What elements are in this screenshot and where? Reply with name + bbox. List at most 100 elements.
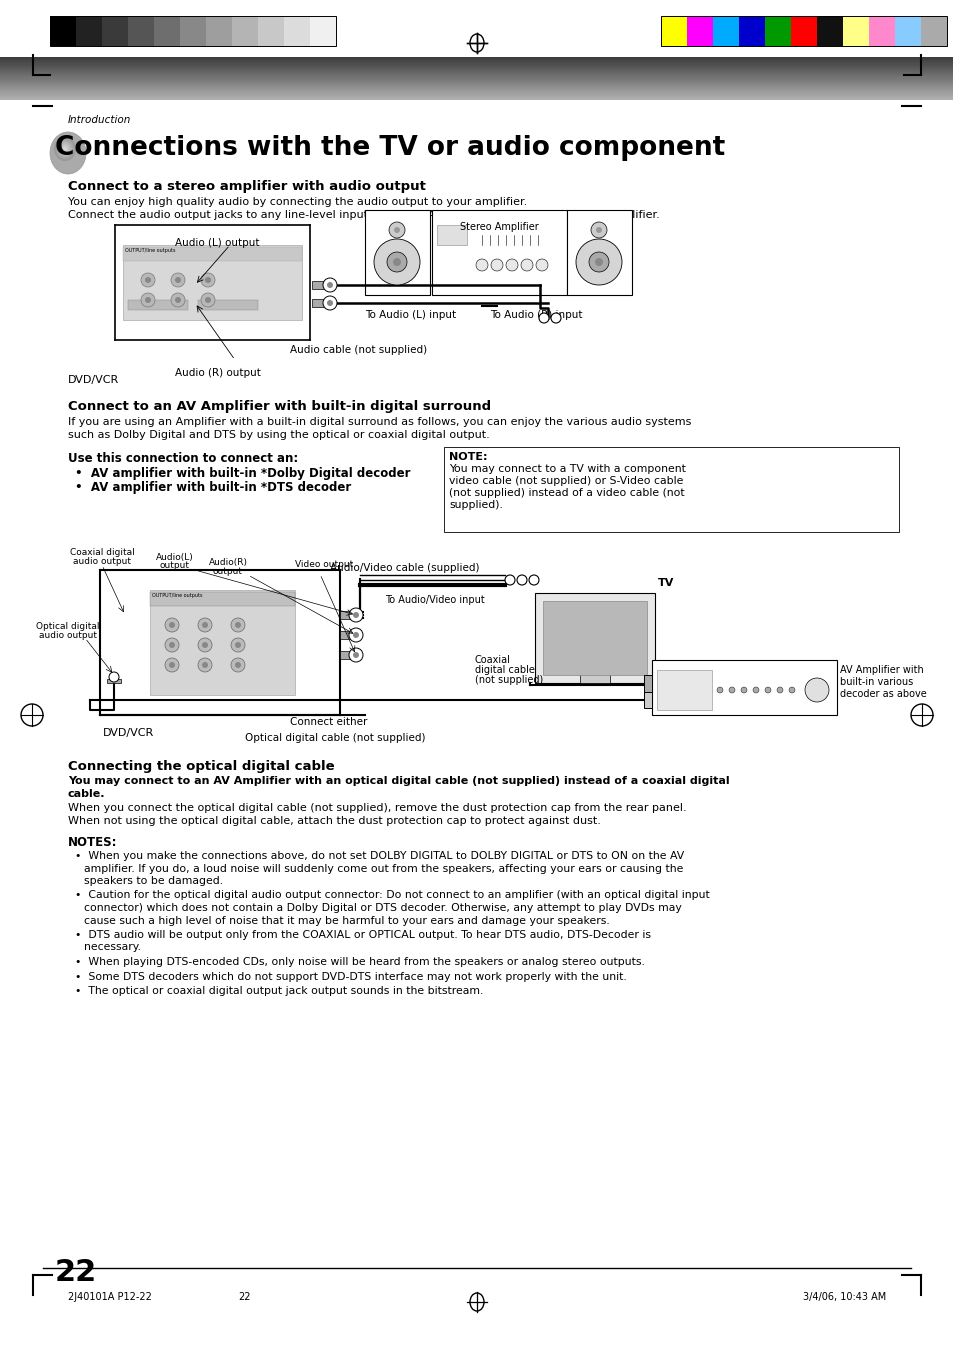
Ellipse shape bbox=[60, 145, 70, 154]
Circle shape bbox=[202, 642, 208, 648]
Circle shape bbox=[596, 227, 601, 232]
Bar bbox=[198, 300, 257, 309]
Circle shape bbox=[717, 688, 722, 693]
Text: •  The optical or coaxial digital output jack output sounds in the bitstream.: • The optical or coaxial digital output … bbox=[75, 986, 483, 996]
Bar bbox=[284, 16, 310, 46]
Circle shape bbox=[205, 297, 211, 303]
Bar bbox=[339, 631, 350, 639]
Circle shape bbox=[174, 297, 181, 303]
Circle shape bbox=[201, 273, 214, 286]
Bar bbox=[150, 590, 294, 694]
Text: OUTPUT/line outputs: OUTPUT/line outputs bbox=[125, 249, 175, 253]
Text: Stereo Amplifier: Stereo Amplifier bbox=[459, 222, 537, 232]
Circle shape bbox=[323, 296, 336, 309]
Text: To Audio/Video input: To Audio/Video input bbox=[385, 594, 484, 605]
Bar bbox=[310, 16, 335, 46]
Text: •  AV amplifier with built-in *DTS decoder: • AV amplifier with built-in *DTS decode… bbox=[75, 481, 351, 494]
Circle shape bbox=[174, 277, 181, 282]
Bar bbox=[50, 16, 335, 46]
Ellipse shape bbox=[62, 146, 68, 153]
Bar bbox=[739, 16, 764, 46]
Bar bbox=[868, 16, 894, 46]
Circle shape bbox=[353, 653, 358, 658]
Ellipse shape bbox=[59, 142, 71, 155]
Text: audio output: audio output bbox=[73, 557, 131, 566]
Ellipse shape bbox=[54, 136, 75, 161]
Bar bbox=[660, 16, 686, 46]
Bar bbox=[339, 611, 350, 619]
Circle shape bbox=[198, 638, 212, 653]
Circle shape bbox=[517, 576, 526, 585]
Text: Coaxial: Coaxial bbox=[475, 655, 511, 665]
Bar bbox=[643, 692, 651, 708]
Circle shape bbox=[202, 662, 208, 667]
Ellipse shape bbox=[50, 132, 86, 174]
Circle shape bbox=[201, 293, 214, 307]
Ellipse shape bbox=[58, 141, 72, 157]
Circle shape bbox=[551, 313, 560, 323]
Circle shape bbox=[504, 576, 515, 585]
Circle shape bbox=[740, 688, 746, 693]
Circle shape bbox=[393, 258, 400, 266]
Circle shape bbox=[141, 273, 154, 286]
Text: NOTE:: NOTE: bbox=[449, 453, 487, 462]
Bar bbox=[102, 16, 128, 46]
Text: Audio (L) output: Audio (L) output bbox=[174, 238, 259, 249]
Text: amplifier. If you do, a loud noise will suddenly come out from the speakers, aff: amplifier. If you do, a loud noise will … bbox=[84, 863, 682, 874]
Ellipse shape bbox=[55, 138, 75, 159]
Text: Audio (R) output: Audio (R) output bbox=[174, 367, 260, 378]
Circle shape bbox=[169, 621, 174, 628]
Text: Connections with the TV or audio component: Connections with the TV or audio compone… bbox=[55, 135, 724, 161]
Text: built-in various: built-in various bbox=[840, 677, 912, 688]
Text: TV: TV bbox=[658, 578, 674, 588]
Circle shape bbox=[165, 617, 179, 632]
Text: DVD/VCR: DVD/VCR bbox=[68, 376, 119, 385]
Text: Optical digital: Optical digital bbox=[36, 621, 100, 631]
Text: necessary.: necessary. bbox=[84, 943, 141, 952]
Text: •  When you make the connections above, do not set DOLBY DIGITAL to DOLBY DIGITA: • When you make the connections above, d… bbox=[75, 851, 683, 861]
Circle shape bbox=[323, 278, 336, 292]
Circle shape bbox=[374, 239, 419, 285]
Text: To Audio (R) input: To Audio (R) input bbox=[490, 309, 582, 320]
Circle shape bbox=[109, 671, 119, 682]
Ellipse shape bbox=[61, 145, 69, 153]
Text: Connect the audio output jacks to any line-level inputs (such as AUX, DVD, CD, e: Connect the audio output jacks to any li… bbox=[68, 209, 659, 220]
Text: cable.: cable. bbox=[68, 789, 106, 798]
Text: digital cable: digital cable bbox=[475, 665, 535, 676]
Text: 22: 22 bbox=[238, 1292, 251, 1302]
Circle shape bbox=[198, 658, 212, 671]
Circle shape bbox=[234, 662, 241, 667]
Text: speakers to be damaged.: speakers to be damaged. bbox=[84, 875, 223, 886]
Text: When not using the optical digital cable, attach the dust protection cap to prot: When not using the optical digital cable… bbox=[68, 816, 600, 825]
Circle shape bbox=[171, 293, 185, 307]
Text: NOTES:: NOTES: bbox=[68, 836, 117, 848]
Bar bbox=[436, 226, 467, 245]
Bar bbox=[686, 16, 712, 46]
Circle shape bbox=[349, 608, 363, 621]
Bar bbox=[432, 209, 566, 295]
Circle shape bbox=[231, 617, 245, 632]
Bar bbox=[232, 16, 257, 46]
Circle shape bbox=[141, 293, 154, 307]
Text: •  AV amplifier with built-in *Dolby Digital decoder: • AV amplifier with built-in *Dolby Digi… bbox=[75, 467, 410, 480]
Circle shape bbox=[169, 642, 174, 648]
Bar bbox=[894, 16, 920, 46]
Text: Audio(L): Audio(L) bbox=[156, 553, 193, 562]
Text: Audio(R): Audio(R) bbox=[209, 558, 247, 567]
Ellipse shape bbox=[63, 147, 67, 151]
Text: output: output bbox=[213, 567, 243, 576]
Bar bbox=[128, 16, 153, 46]
Text: When you connect the optical digital cable (not supplied), remove the dust prote: When you connect the optical digital cab… bbox=[68, 802, 686, 813]
Bar bbox=[660, 16, 946, 46]
Circle shape bbox=[804, 678, 828, 703]
Circle shape bbox=[349, 628, 363, 642]
Circle shape bbox=[353, 612, 358, 617]
Bar bbox=[180, 16, 206, 46]
Circle shape bbox=[234, 642, 241, 648]
Bar bbox=[579, 667, 609, 684]
Circle shape bbox=[327, 282, 333, 288]
Bar bbox=[566, 209, 631, 295]
Circle shape bbox=[231, 658, 245, 671]
Bar bbox=[790, 16, 816, 46]
Circle shape bbox=[536, 259, 547, 272]
